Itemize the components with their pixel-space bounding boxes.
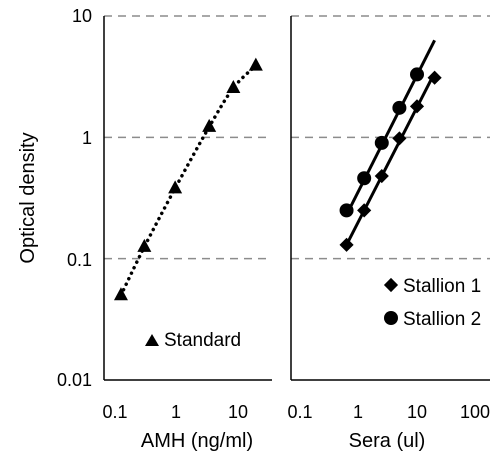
trendline-stallion-1 bbox=[345, 72, 436, 246]
x-axis-label-right: Sera (ul) bbox=[349, 430, 426, 452]
x-tick-label: 10 bbox=[407, 402, 427, 422]
legend-right: Stallion 1 Stallion 2 bbox=[383, 276, 481, 330]
marker-stallion-2 bbox=[392, 100, 407, 115]
x-tick-label: 1 bbox=[171, 402, 181, 422]
data-markers bbox=[113, 57, 442, 301]
marker-standard bbox=[202, 118, 217, 132]
y-tick-label: 10 bbox=[72, 6, 92, 26]
y-tick-label: 0.1 bbox=[67, 250, 92, 270]
legend-label-stallion-1: Stallion 1 bbox=[403, 276, 481, 297]
y-axis-label: Optical density bbox=[17, 132, 39, 263]
trendlines bbox=[119, 39, 436, 297]
marker-stallion-2 bbox=[410, 67, 424, 82]
marker-stallion-1 bbox=[357, 203, 372, 218]
x-tick-label: 10 bbox=[228, 402, 248, 422]
legend-label-stallion-2: Stallion 2 bbox=[403, 309, 481, 330]
marker-standard bbox=[137, 238, 152, 252]
legend-label-standard: Standard bbox=[164, 330, 241, 351]
legend-marker-standard bbox=[145, 334, 159, 346]
legend-marker-stallion-2 bbox=[384, 311, 398, 325]
marker-stallion-2 bbox=[374, 135, 389, 150]
axes bbox=[103, 16, 490, 381]
gridlines bbox=[104, 15, 490, 260]
trendline-standard bbox=[119, 63, 258, 297]
marker-stallion-2 bbox=[357, 171, 372, 186]
x-tick-label: 1 bbox=[353, 402, 363, 422]
marker-standard bbox=[168, 180, 183, 194]
x-tick-label: 100 bbox=[460, 402, 490, 422]
marker-standard bbox=[226, 80, 241, 94]
marker-stallion-2 bbox=[339, 203, 354, 218]
x-tick-label: 0.1 bbox=[102, 402, 127, 422]
marker-standard bbox=[248, 57, 263, 71]
y-tick-label: 1 bbox=[82, 128, 92, 148]
marker-stallion-1 bbox=[339, 237, 354, 252]
legend-left: Standard bbox=[145, 330, 241, 351]
y-tick-label: 0.01 bbox=[57, 370, 92, 390]
trendline-stallion-2 bbox=[345, 39, 436, 216]
x-axis-label-left: AMH (ng/ml) bbox=[141, 430, 253, 452]
marker-standard bbox=[113, 287, 128, 301]
x-tick-label: 0.1 bbox=[287, 402, 312, 422]
legend-marker-stallion-1 bbox=[383, 277, 399, 293]
marker-stallion-1 bbox=[427, 70, 442, 85]
marker-stallion-1 bbox=[392, 131, 407, 146]
marker-stallion-1 bbox=[374, 168, 389, 184]
marker-stallion-1 bbox=[409, 99, 425, 114]
